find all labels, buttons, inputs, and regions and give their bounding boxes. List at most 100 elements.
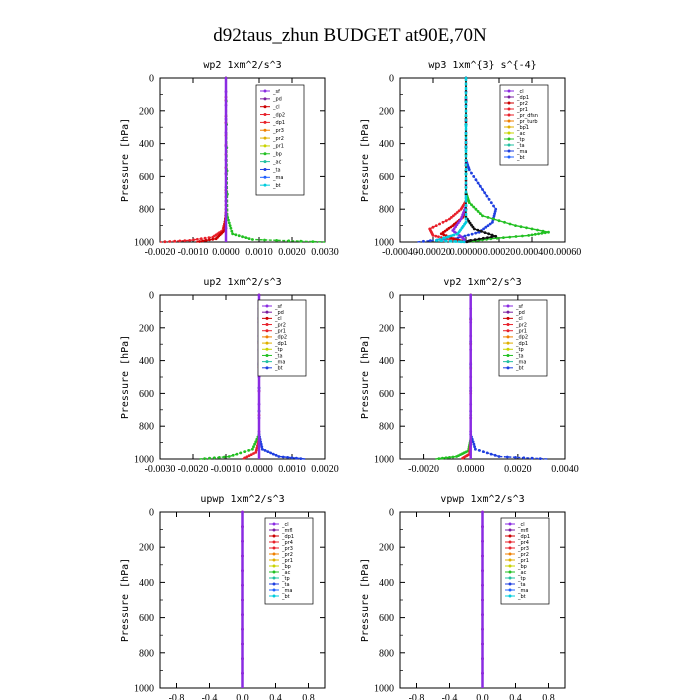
legend-marker <box>508 570 512 574</box>
data-point <box>481 450 485 453</box>
y-tick-label: 200 <box>139 543 154 554</box>
data-point <box>439 239 443 243</box>
x-tick-label: 0.00000 <box>450 247 483 258</box>
data-point <box>503 220 506 224</box>
data-point <box>448 217 451 221</box>
data-point <box>224 199 228 203</box>
legend-label: _pr2 <box>515 322 527 328</box>
legend-label: _bt <box>274 366 283 372</box>
data-point <box>502 236 505 240</box>
data-point <box>218 456 221 459</box>
data-point <box>237 234 241 238</box>
data-point <box>474 207 478 211</box>
data-point <box>452 214 455 218</box>
legend-marker <box>507 155 511 159</box>
x-tick-label: -0.8 <box>169 693 185 700</box>
x-tick-label: 0.00020 <box>483 247 516 258</box>
data-point <box>241 510 244 514</box>
data-point <box>188 239 192 242</box>
data-point <box>442 233 446 237</box>
x-tick-label: -0.00040 <box>382 247 418 258</box>
legend-label: _dp1 <box>515 341 528 347</box>
data-point <box>441 456 444 460</box>
data-point <box>452 237 455 241</box>
data-point <box>467 201 471 205</box>
x-tick-label: 0.0 <box>236 693 249 700</box>
data-point <box>469 361 473 365</box>
legend-marker <box>263 160 267 164</box>
data-point <box>459 207 463 211</box>
data-point <box>454 240 458 243</box>
y-tick-label: 800 <box>139 422 154 433</box>
panel-title: wp2 1xm^2/s^3 <box>203 60 281 71</box>
legend-label: _pr_turb <box>516 119 538 125</box>
legend-marker <box>506 310 510 314</box>
legend-marker <box>508 564 512 568</box>
data-point <box>463 234 467 238</box>
data-point <box>274 453 278 457</box>
data-point <box>448 456 451 459</box>
x-tick-label: 0.0020 <box>504 464 532 475</box>
data-point <box>527 234 531 237</box>
legend-label: _pr1 <box>516 107 528 113</box>
legend-marker <box>263 136 267 140</box>
data-point <box>245 455 249 459</box>
data-point <box>469 430 473 434</box>
legend-label: _tp <box>274 347 283 353</box>
legend-marker <box>508 588 512 592</box>
data-point <box>469 348 473 352</box>
data-point <box>257 389 261 393</box>
data-point <box>464 196 468 200</box>
legend-label: _ac <box>517 570 527 576</box>
legend-label: _dp1 <box>281 534 294 540</box>
y-tick-label: 0 <box>149 508 154 519</box>
data-point <box>431 234 435 237</box>
data-point <box>478 184 482 188</box>
x-tick-label: 0.0020 <box>278 247 306 258</box>
data-point <box>490 235 493 239</box>
y-tick-label: 400 <box>139 356 154 367</box>
data-point <box>251 238 254 241</box>
legend-label: _dp2 <box>272 112 285 118</box>
data-point <box>467 168 471 172</box>
legend-label: _bp <box>517 564 527 570</box>
y-tick-label: 800 <box>379 422 394 433</box>
data-point <box>486 216 490 219</box>
data-point <box>241 525 244 529</box>
legend-marker <box>272 576 276 580</box>
data-point <box>277 455 281 458</box>
y-tick-label: 200 <box>379 543 394 554</box>
legend-label: _tp <box>516 137 525 143</box>
data-point <box>464 76 468 80</box>
y-axis-label: Pressure [hPa] <box>120 335 131 419</box>
x-tick-label: -0.0010 <box>211 464 242 475</box>
data-point <box>241 613 244 617</box>
panel-title: vpwp 1xm^2/s^3 <box>440 494 524 505</box>
y-tick-label: 400 <box>379 356 394 367</box>
legend-marker <box>508 534 512 538</box>
x-tick-label: -0.00020 <box>415 247 451 258</box>
data-point <box>474 178 478 182</box>
legend-marker <box>272 534 276 538</box>
legend-label: _ta <box>281 582 290 588</box>
data-point <box>227 218 230 222</box>
data-point <box>492 204 495 208</box>
legend-marker <box>507 131 511 135</box>
data-point <box>224 172 228 176</box>
x-tick-label: 0.8 <box>542 693 555 700</box>
legend-marker <box>265 310 269 314</box>
data-point <box>247 449 251 452</box>
legend-marker <box>507 95 511 99</box>
data-point <box>231 232 235 236</box>
legend-label: _pr1 <box>515 329 527 335</box>
legend-label: _cl <box>516 89 524 95</box>
y-axis-label: Pressure [hPa] <box>360 118 371 202</box>
data-point <box>491 220 494 224</box>
data-point <box>481 613 484 617</box>
data-point <box>474 231 477 235</box>
y-tick-label: 600 <box>379 172 394 183</box>
data-point <box>461 224 465 228</box>
legend-label: _mfl <box>281 528 293 534</box>
data-point <box>478 449 481 452</box>
legend-label: _sf <box>515 304 523 310</box>
